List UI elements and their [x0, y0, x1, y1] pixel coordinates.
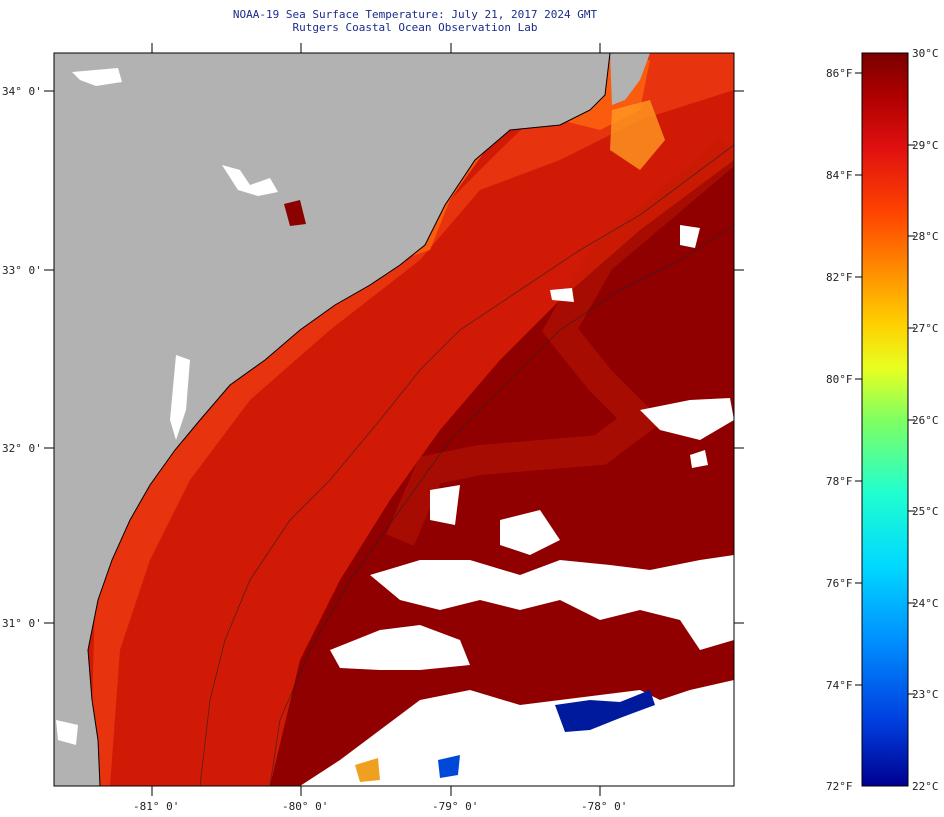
- coastline: [87, 53, 611, 786]
- cloud-patch-5: [550, 288, 574, 302]
- lon-label-78: -78° 0': [581, 800, 628, 813]
- cloud-patch-2: [430, 485, 460, 525]
- gulf-stream-edge: [386, 138, 734, 546]
- shelf-warm-band: [90, 53, 734, 786]
- colorbar-c-27: 27°C: [912, 322, 939, 335]
- colorbar-c-26: 26°C: [912, 414, 939, 427]
- cold-edge-2: [438, 755, 460, 778]
- cloud-edge-warm: [355, 758, 380, 782]
- cloud-patch-3: [640, 398, 734, 440]
- inland-lake: [284, 200, 306, 226]
- land-nodata-4: [56, 720, 78, 745]
- colorbar-f-74: 74°F: [826, 679, 853, 692]
- colorbar-f-76: 76°F: [826, 577, 853, 590]
- colorbar-f-86: 86°F: [826, 67, 853, 80]
- colorbar-c-23: 23°C: [912, 688, 939, 701]
- colorbar-f-72: 72°F: [826, 780, 853, 793]
- map-title: NOAA-19 Sea Surface Temperature: July 21…: [232, 8, 598, 21]
- lon-label-81: -81° 0': [133, 800, 180, 813]
- colorbar-ticks: [855, 72, 915, 695]
- land-mass: [54, 53, 610, 786]
- colorbar-c-29: 29°C: [912, 139, 939, 152]
- colorbar-c-25: 25°C: [912, 505, 939, 518]
- colorbar-f-80: 80°F: [826, 373, 853, 386]
- contour-1000m: [269, 224, 734, 786]
- map-frame: [53, 52, 735, 787]
- colorbar-f-78: 78°F: [826, 475, 853, 488]
- cloud-band-2: [330, 625, 470, 670]
- cloud-patch-6: [690, 450, 708, 468]
- lat-label-34: 34° 0': [2, 85, 42, 98]
- contour-200m: [199, 144, 734, 786]
- colorbar-c-28: 28°C: [912, 230, 939, 243]
- cloud-patch-4: [680, 225, 700, 248]
- map-subtitle: Rutgers Coastal Ocean Observation Lab: [292, 21, 538, 34]
- lat-label-33: 33° 0': [2, 264, 42, 277]
- colorbar: [861, 52, 909, 787]
- cloud-patch-1: [500, 510, 560, 555]
- cold-edge-1: [555, 690, 655, 732]
- colorbar-f-84: 84°F: [826, 169, 853, 182]
- colorbar-f-82: 82°F: [826, 271, 853, 284]
- land-nodata-1: [72, 68, 122, 86]
- land-nodata-2: [222, 165, 278, 196]
- lon-label-80: -80° 0': [282, 800, 329, 813]
- map-area: [54, 53, 734, 786]
- colorbar-c-30: 30°C: [912, 47, 939, 60]
- land-nodata-3: [170, 355, 190, 440]
- colorbar-c-24: 24°C: [912, 597, 939, 610]
- land-nc: [610, 53, 650, 105]
- lon-label-79: -79° 0': [432, 800, 479, 813]
- colorbar-c-22: 22°C: [912, 780, 939, 793]
- lat-label-32: 32° 0': [2, 442, 42, 455]
- lat-label-31: 31° 0': [2, 617, 42, 630]
- cape-fear-plume: [610, 100, 665, 170]
- axis-ticks: [44, 43, 744, 796]
- cloud-band-1: [370, 555, 734, 650]
